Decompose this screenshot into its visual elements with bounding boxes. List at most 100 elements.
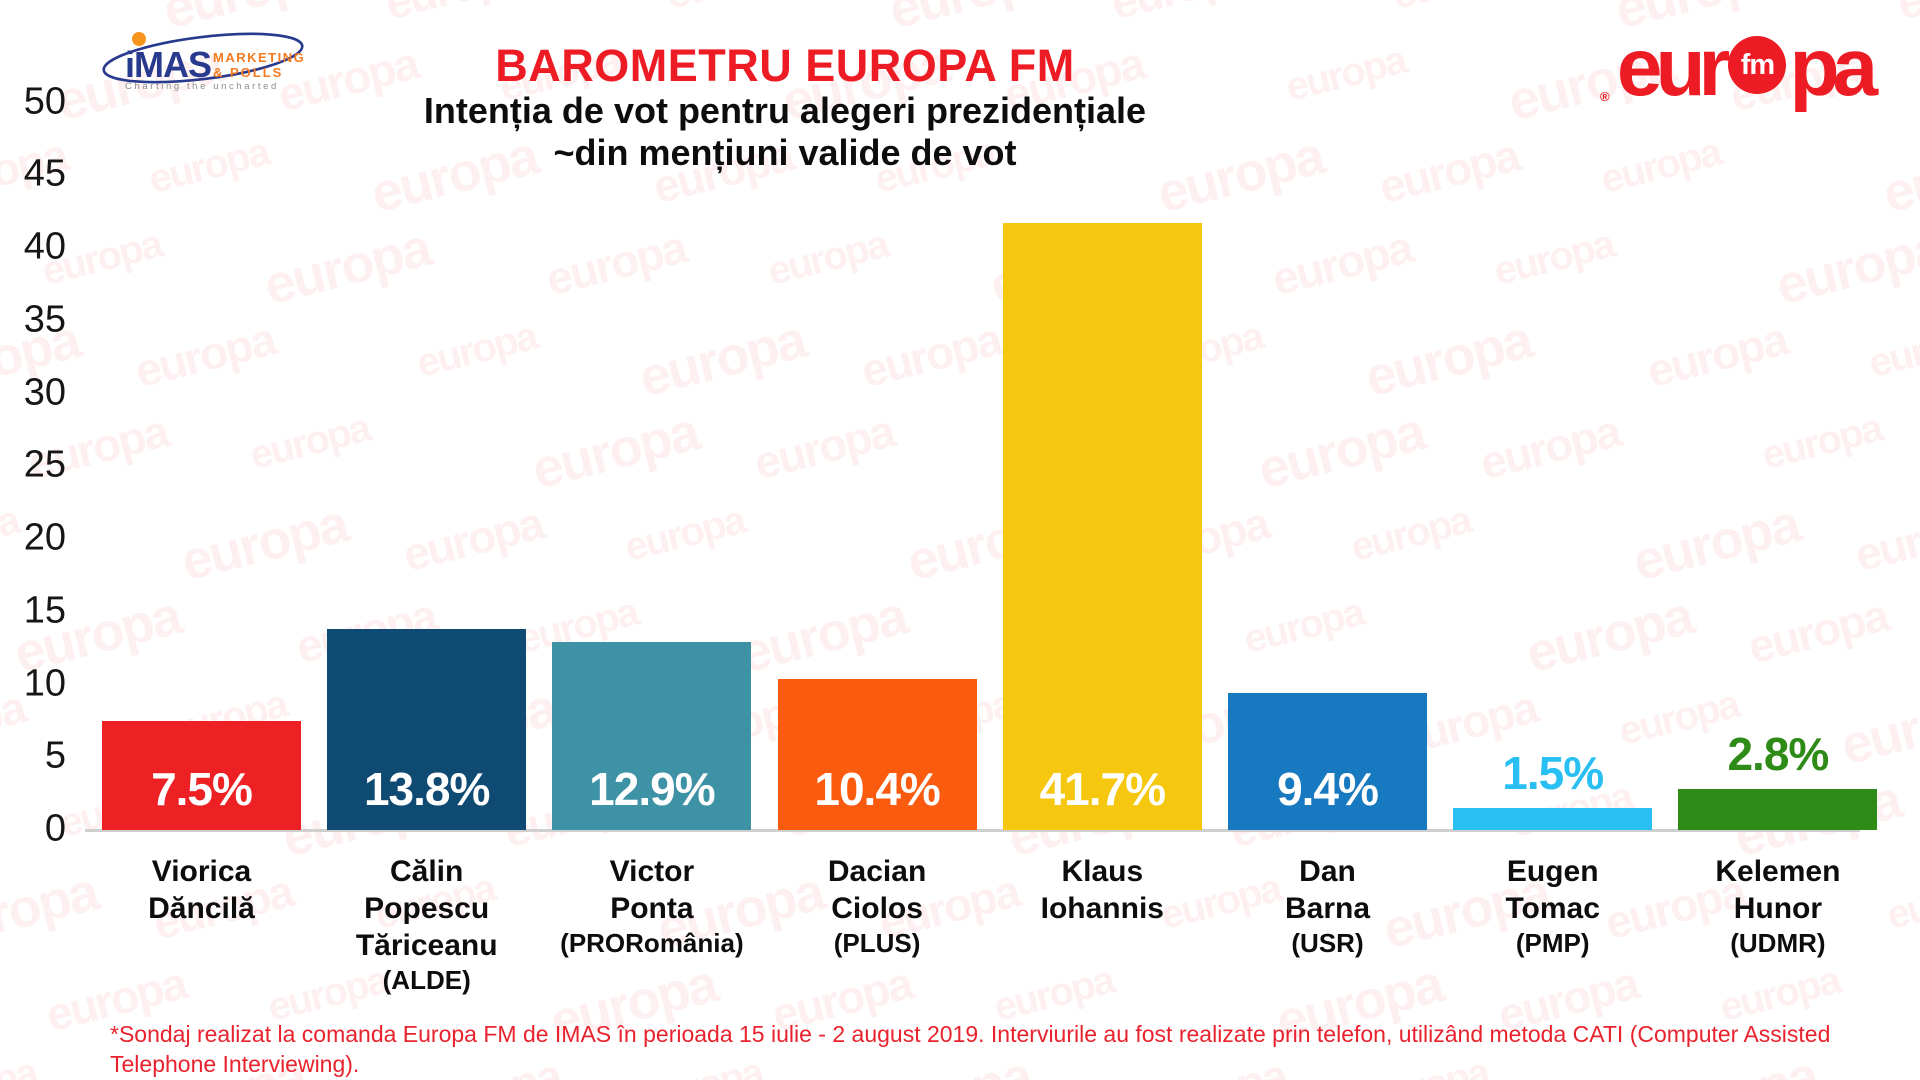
watermark-tile: europa	[748, 404, 899, 490]
candidate-name-line: Călin	[390, 855, 464, 888]
europa-fm-wordmark-right: pa	[1789, 22, 1878, 113]
x-axis-line	[85, 829, 1860, 832]
registered-mark: ®	[1600, 89, 1610, 104]
y-tick-label-25: 25	[23, 443, 66, 486]
watermark-tile: europa	[1281, 37, 1410, 111]
bar-value-label-dan-barna: 9.4%	[1277, 763, 1379, 815]
watermark-tile: europa	[662, 0, 791, 19]
bar-victor-ponta: 12.9%	[552, 642, 752, 830]
watermark-tile: europa	[855, 312, 1006, 398]
watermark-tile: europa	[1641, 312, 1792, 398]
bar-value-label-klaus-iohannis: 41.7%	[1039, 763, 1166, 815]
watermark-tile: europa	[1474, 404, 1625, 490]
y-tick-label-30: 30	[23, 371, 66, 414]
category-label-kelemen-hunor: Kelemen Hunor (UDMR)	[1653, 853, 1902, 960]
y-tick-label-5: 5	[44, 734, 66, 777]
candidate-name-line: Ciolos	[831, 892, 923, 925]
watermark-tile: europa	[1359, 309, 1537, 409]
candidate-name-line: Dacian	[827, 855, 927, 888]
watermark-tile: europa	[129, 312, 280, 398]
candidate-name-line: Barna	[1284, 892, 1371, 925]
chart-subtitle: Intenția de vot pentru alegeri prezidenț…	[423, 90, 1147, 131]
imas-marketing-label: MARKETING	[213, 50, 305, 65]
watermark-tile: europa	[1252, 401, 1430, 501]
y-tick-label-0: 0	[44, 807, 66, 850]
bar-calin-popescu-tariceanu: 13.8%	[327, 629, 527, 830]
watermark-tile: europa	[734, 585, 912, 685]
watermark-tile: europa	[1346, 497, 1475, 571]
watermark-tile: europa	[1742, 588, 1893, 674]
imas-polls-label: & POLLS	[213, 65, 283, 80]
bar-klaus-iohannis: 41.7%	[1002, 223, 1202, 830]
category-label-dacian-ciolos: Dacian Ciolos (PLUS)	[753, 853, 1002, 960]
candidate-name-line: Tomac	[1505, 892, 1600, 925]
watermark-tile: europa	[1266, 220, 1417, 306]
watermark-tile: europa	[0, 1050, 41, 1080]
bar-viorica-dancila: 7.5%	[102, 721, 301, 830]
footnote: *Sondaj realizat la comanda Europa FM de…	[110, 1019, 1870, 1080]
watermark-tile: europa	[397, 496, 548, 582]
europa-fm-disc-icon: fm	[1728, 36, 1787, 94]
candidate-name-line: Hunor	[1733, 892, 1823, 925]
y-tick-label-20: 20	[23, 516, 66, 559]
footnote-line-1: *Sondaj realizat la comanda Europa FM de…	[110, 1021, 1831, 1077]
y-tick-label-35: 35	[23, 298, 66, 341]
watermark-tile: europa	[1864, 313, 1920, 387]
category-label-eugen-tomac: Eugen Tomac (PMP)	[1428, 853, 1677, 960]
watermark-tile: europa	[1627, 493, 1805, 593]
party-name: (PRORomânia)	[560, 928, 744, 958]
bar-value-label-calin-popescu-tariceanu: 13.8%	[363, 763, 490, 815]
y-tick-label-50: 50	[23, 80, 66, 123]
watermark-tile: europa	[1868, 1048, 1920, 1080]
watermark-tile: europa	[1849, 496, 1920, 582]
bar-value-label-kelemen-hunor: 2.8%	[1727, 728, 1829, 780]
category-label-dan-barna: Dan Barna (USR)	[1203, 853, 1452, 960]
watermark-tile: europa	[1877, 125, 1920, 225]
candidate-name-line: Popescu	[364, 892, 490, 925]
chart-subtitle-2: ~din mențiuni valide de vot	[553, 132, 1017, 173]
candidate-name-line: Iohannis	[1040, 892, 1164, 925]
candidate-name-line: Victor	[609, 855, 695, 888]
category-label-viorica-dancila: Viorica Dăncilă	[77, 853, 326, 927]
imas-wordmark: iMAS	[125, 44, 211, 85]
y-tick-label-15: 15	[23, 589, 66, 632]
europa-fm-fm-label: fm	[1740, 48, 1775, 81]
watermark-tile: europa	[258, 217, 436, 317]
watermark-tile: europa	[380, 0, 530, 30]
party-name: (PLUS)	[833, 928, 921, 958]
imas-tagline: Charting the uncharted	[125, 81, 279, 92]
watermark-tile: europa	[1892, 0, 1920, 30]
title-block: BAROMETRU EUROPA FM Intenția de vot pent…	[360, 42, 1210, 174]
watermark-tile: europa	[144, 129, 273, 203]
y-tick-label-10: 10	[23, 662, 66, 705]
category-label-klaus-iohannis: Klaus Iohannis	[978, 853, 1227, 927]
candidate-name-line: Dan	[1299, 855, 1356, 888]
europa-fm-wordmark-left: eur	[1616, 22, 1731, 113]
bar-eugen-tomac: 1.5%	[1453, 747, 1653, 830]
candidate-name-line: Dăncilă	[148, 892, 255, 925]
candidate-name-line: Viorica	[151, 855, 252, 888]
watermark-tile: europa	[1770, 217, 1920, 317]
candidate-name-line: Klaus	[1061, 855, 1144, 888]
watermark-tile: europa	[1388, 0, 1517, 19]
watermark-tile: europa	[1520, 585, 1698, 685]
bar-value-label-dacian-ciolos: 10.4%	[814, 763, 940, 815]
party-name: (UDMR)	[1730, 928, 1826, 958]
chart-title: BAROMETRU EUROPA FM	[495, 40, 1075, 91]
watermark-tile: europa	[245, 405, 374, 479]
bar-value-label-victor-ponta: 12.9%	[589, 763, 715, 815]
watermark-tile: europa	[1596, 129, 1725, 203]
bar-dacian-ciolos: 10.4%	[777, 679, 977, 830]
watermark-tile: europa	[633, 309, 811, 409]
watermark-tile: europa	[1489, 221, 1618, 295]
watermark-tile: europa	[1106, 0, 1256, 30]
watermark-tile: europa	[526, 401, 704, 501]
category-label-calin-popescu-tariceanu: Călin Popescu Tăriceanu (ALDE)	[302, 853, 551, 997]
y-tick-label-45: 45	[23, 152, 66, 195]
europa-fm-logo: ® eur fm pa	[1594, 24, 1894, 112]
watermark-tile: europa	[620, 497, 749, 571]
party-name: (PMP)	[1515, 928, 1590, 958]
party-name: (ALDE)	[382, 965, 471, 995]
bar-kelemen-hunor: 2.8%	[1678, 728, 1878, 830]
y-tick-label-40: 40	[23, 225, 66, 268]
